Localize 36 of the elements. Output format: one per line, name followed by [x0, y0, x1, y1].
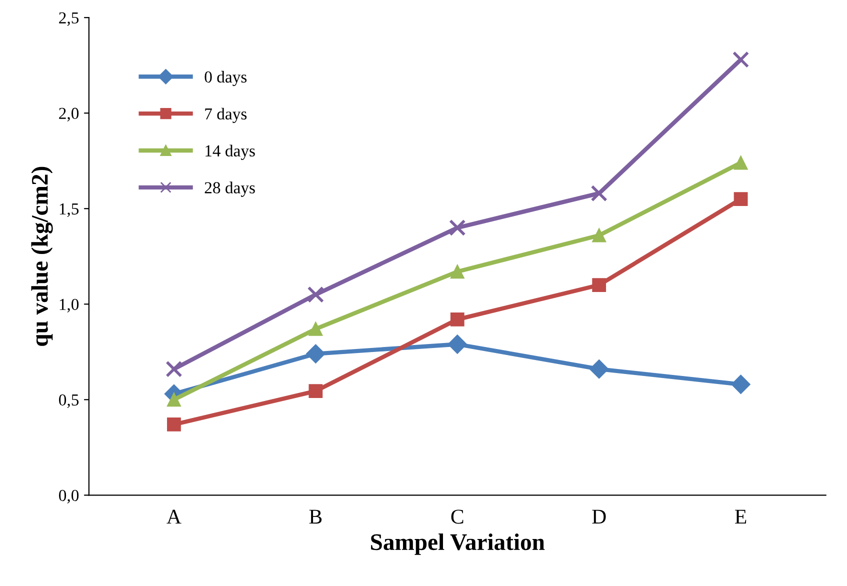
x-axis-title: Sampel Variation — [371, 534, 545, 555]
point — [734, 156, 748, 170]
y-tick-label: 1,0 — [60, 298, 79, 312]
y-tick-label: 0,5 — [59, 394, 79, 408]
point — [450, 264, 464, 279]
y-tick-label: 2,0 — [59, 108, 79, 122]
point — [166, 360, 182, 378]
point — [306, 344, 326, 364]
y-tick-label: 0,0 — [59, 490, 79, 504]
x-tick-label: E — [735, 510, 746, 524]
point — [731, 374, 750, 394]
point — [450, 312, 464, 326]
x-tick-label: A — [166, 510, 182, 524]
legend-label: 28 days — [204, 182, 255, 197]
legend-label: 14 days — [206, 144, 255, 160]
point — [448, 334, 467, 354]
x-tick-label: D — [592, 510, 606, 524]
x-tick-label: C — [451, 510, 464, 524]
point — [590, 185, 608, 202]
point — [592, 228, 606, 242]
point — [308, 384, 323, 398]
y-axis-title: qu value (kg/cm2) — [31, 166, 53, 346]
point — [449, 219, 466, 236]
legend-label: 0 days — [204, 70, 247, 86]
point — [308, 322, 323, 336]
point — [734, 192, 748, 206]
point — [307, 286, 324, 303]
y-tick-label: 1,5 — [60, 203, 79, 217]
point — [590, 360, 609, 379]
point — [167, 392, 181, 407]
point — [167, 418, 181, 432]
y-tick-label: 2,5 — [59, 12, 79, 26]
point — [592, 278, 606, 292]
point — [732, 51, 750, 68]
legend-label: 7 days — [205, 108, 247, 123]
x-tick-label: B — [309, 510, 322, 524]
